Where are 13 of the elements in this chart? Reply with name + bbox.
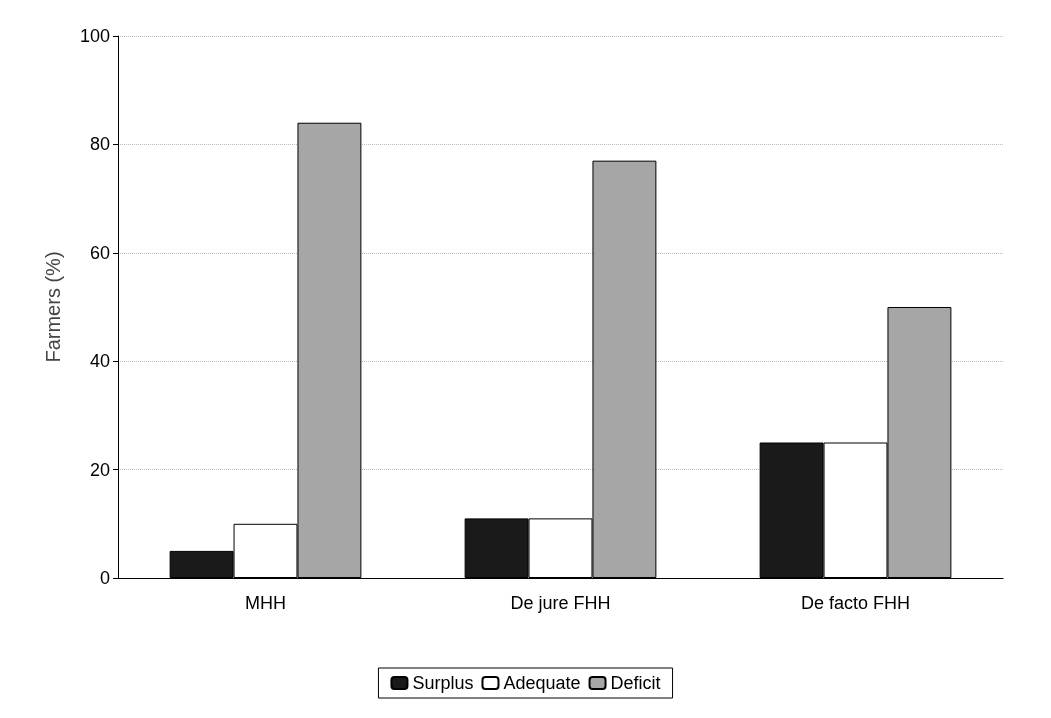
y-tick-label: 100	[79, 26, 110, 46]
x-tick-label: De facto FHH	[800, 593, 911, 613]
y-tick-label: 0	[99, 568, 110, 588]
y-axis-title: Farmers (%)	[42, 251, 64, 363]
y-tick-label: 40	[89, 351, 110, 372]
x-tick-label: MHH	[245, 593, 286, 613]
legend-label: Deficit	[610, 673, 661, 693]
y-tick-label: 60	[89, 242, 110, 263]
x-tick-label: De jure FHH	[510, 593, 611, 613]
legend-label: Surplus	[412, 673, 474, 693]
y-tick-label: 20	[89, 459, 110, 480]
legend-label: Adequate	[503, 673, 581, 693]
y-tick-label: 80	[89, 134, 110, 155]
